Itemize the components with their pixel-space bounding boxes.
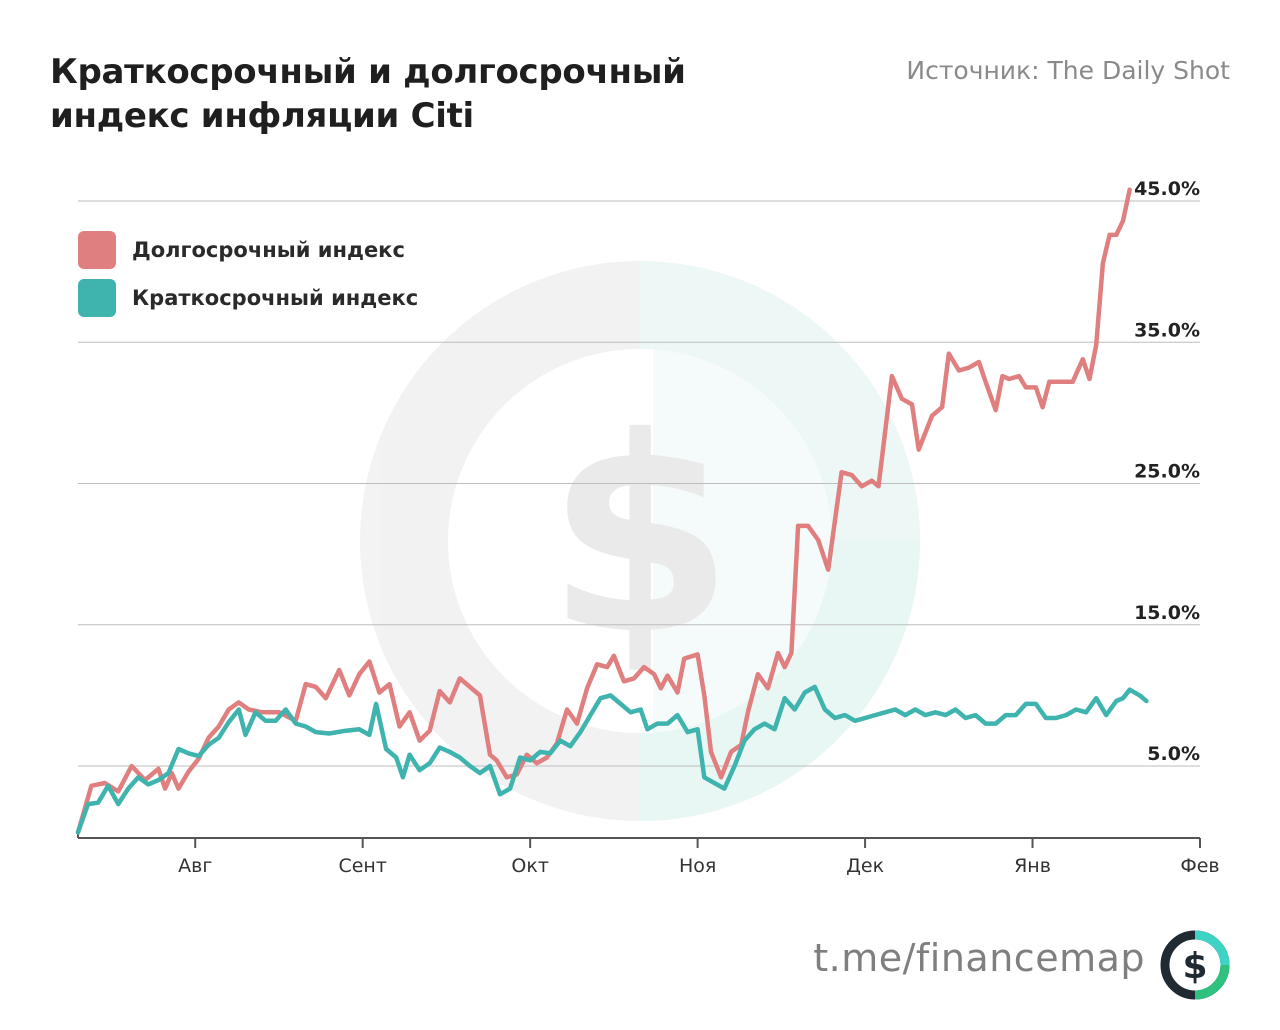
y-tick-label: 35.0%: [1134, 319, 1200, 341]
y-tick-label: 5.0%: [1147, 743, 1200, 765]
legend-swatch-short: [78, 279, 116, 317]
chart-title-line1: Краткосрочный и долгосрочный: [50, 52, 686, 92]
x-axis: Авг Сент Окт Ноя Дек Янв Фев: [77, 832, 1220, 877]
grid-lines: [78, 200, 1200, 767]
series-lines: [75, 187, 1149, 835]
chart-title-line2: индекс инфляции Citi: [50, 96, 474, 136]
legend: Долгосрочный индекс Краткосрочный индекс: [78, 230, 418, 326]
x-tick-label: Окт: [511, 855, 549, 877]
y-tick-label: 45.0%: [1134, 178, 1200, 200]
x-tick-label: Янв: [1014, 855, 1051, 877]
x-tick-label: Ноя: [679, 855, 716, 877]
svg-text:$: $: [546, 379, 734, 694]
x-tick-label: Дек: [846, 855, 884, 877]
svg-text:$: $: [1182, 946, 1207, 987]
y-tick-label: 25.0%: [1134, 461, 1200, 483]
x-tick-label: Авг: [178, 855, 212, 877]
source-label: Источник: The Daily Shot: [906, 56, 1230, 85]
legend-item-short: Краткосрочный индекс: [78, 278, 418, 318]
dollar-icon: $: [1160, 930, 1230, 1000]
x-tick-label: Фев: [1180, 855, 1219, 877]
legend-swatch-long: [78, 231, 116, 269]
chart-title: Краткосрочный и долгосрочный индекс инфл…: [50, 50, 686, 138]
brand-link[interactable]: t.me/financemap: [813, 936, 1145, 980]
x-tick-label: Сент: [338, 855, 386, 877]
y-tick-labels: 45.0% 35.0% 25.0% 15.0% 5.0%: [1134, 178, 1200, 765]
legend-label-long: Долгосрочный индекс: [132, 238, 405, 262]
legend-item-long: Долгосрочный индекс: [78, 230, 418, 270]
dollar-watermark: $: [360, 261, 920, 821]
legend-label-short: Краткосрочный индекс: [132, 286, 419, 310]
y-tick-label: 15.0%: [1134, 602, 1200, 624]
series-line-short: [75, 684, 1149, 835]
